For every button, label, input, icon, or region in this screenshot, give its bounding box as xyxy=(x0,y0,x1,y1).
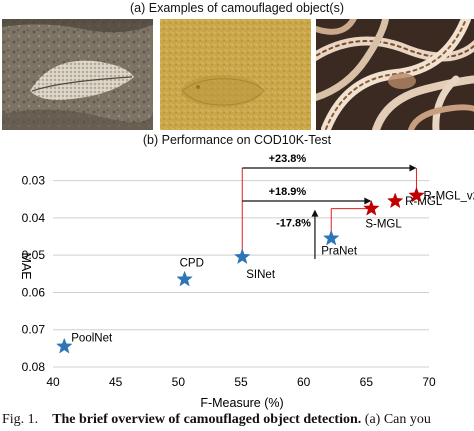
arrow-mae-head xyxy=(311,209,319,217)
annotation-label: +23.8% xyxy=(269,153,307,165)
x-tick-label: 70 xyxy=(422,375,436,389)
x-tick-label: 40 xyxy=(46,375,60,389)
figure-caption-prefix: Fig. 1. xyxy=(2,412,39,427)
y-axis-ticks: 0.03 0.04 0.05 0.06 0.07 0.08 xyxy=(22,174,46,374)
figure-caption-title: The brief overview of camouflaged object… xyxy=(52,412,362,427)
point-r-mgl-v2 xyxy=(408,186,425,203)
point-sinet xyxy=(233,248,251,265)
point-s-mgl xyxy=(363,199,380,216)
x-axis-ticks: 40 45 50 55 60 65 70 xyxy=(46,375,436,389)
y-tick-label: 0.03 xyxy=(22,174,46,188)
x-tick-label: 55 xyxy=(234,375,248,389)
point-label-s-mgl: S-MGL xyxy=(365,219,402,231)
y-tick-label: 0.06 xyxy=(22,285,46,299)
annotation-label: +18.9% xyxy=(269,186,307,198)
arrow-smgl-head xyxy=(364,197,372,205)
figure-caption: Fig. 1. The brief overview of camouflage… xyxy=(2,412,474,428)
x-tick-label: 45 xyxy=(109,375,123,389)
annotation-label: -17.8% xyxy=(276,218,311,230)
x-tick-label: 50 xyxy=(172,375,186,389)
point-label-sinet: SINet xyxy=(246,269,276,281)
point-r-mgl xyxy=(386,192,404,209)
x-tick-label: 65 xyxy=(360,375,374,389)
point-pranet xyxy=(322,229,340,246)
camouflaged-moth-photo xyxy=(2,19,153,130)
performance-caption: (b) Performance on COD10K-Test xyxy=(142,133,332,147)
point-cpd xyxy=(176,270,193,287)
point-label-pranet: PraNet xyxy=(321,245,358,257)
arrow-rmglv2-head xyxy=(409,164,417,172)
camouflaged-flatfish-photo xyxy=(160,19,311,130)
point-poolnet xyxy=(56,337,73,354)
y-tick-label: 0.08 xyxy=(22,360,46,374)
improvement-annotations: +23.8% +18.9% -17.8% xyxy=(241,153,417,260)
point-label-poolnet: PoolNet xyxy=(71,333,113,345)
examples-caption: (a) Examples of camouflaged object(s) xyxy=(130,1,344,15)
y-axis-label: MAE xyxy=(19,252,33,279)
x-tick-label: 60 xyxy=(297,375,311,389)
point-label-r-mgl-v2: R-MGL_v2 xyxy=(423,191,474,203)
performance-scatter-chart: +23.8% +18.9% -17.8% PoolNet CPD SINet PraNet… xyxy=(19,153,474,410)
figure-caption-rest: (a) Can you xyxy=(361,412,431,427)
y-tick-label: 0.07 xyxy=(22,323,46,337)
x-axis-label: F-Measure (%) xyxy=(200,396,283,410)
y-tick-label: 0.04 xyxy=(22,211,46,225)
point-label-cpd: CPD xyxy=(180,257,204,269)
y-tick-label: 0.05 xyxy=(22,248,46,262)
camouflaged-crab-photo xyxy=(316,19,474,130)
